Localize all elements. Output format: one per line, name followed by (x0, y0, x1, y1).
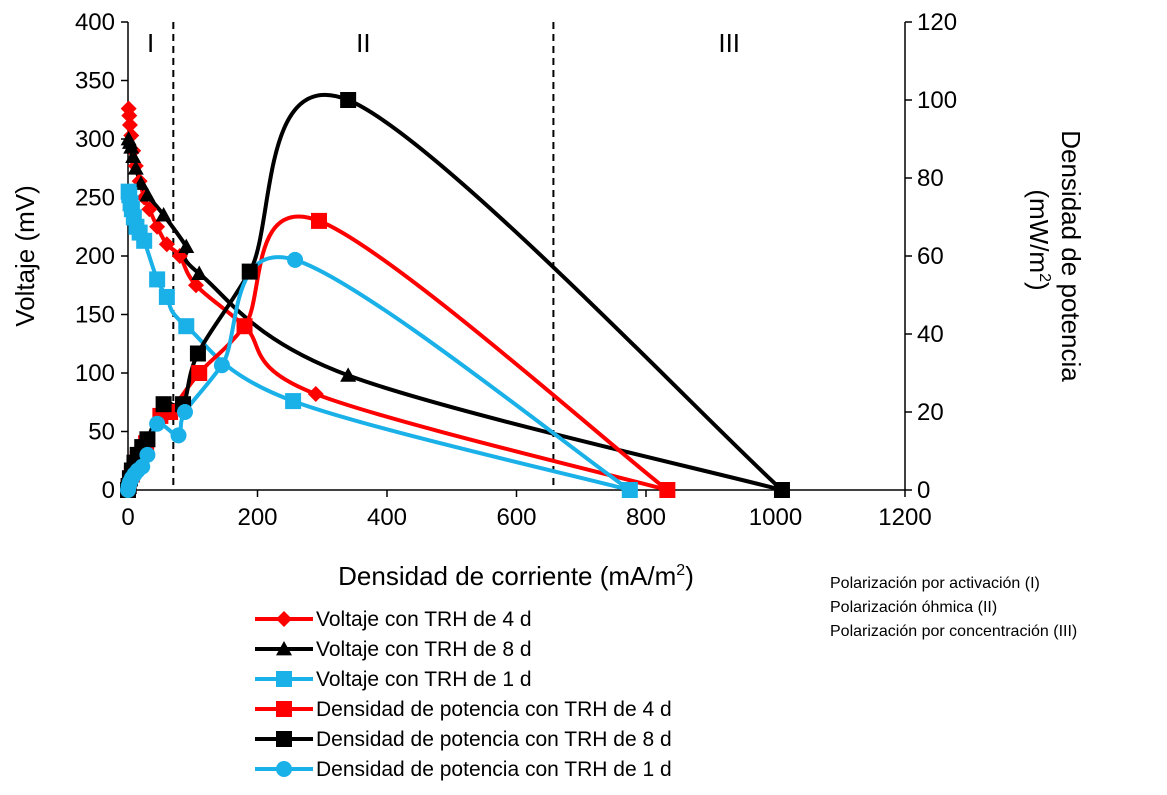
data-point (125, 148, 142, 163)
y-tick-label: 200 (75, 243, 115, 270)
legend-label: Densidad de potencia con TRH de 8 d (316, 728, 672, 751)
y-tick-label: 50 (88, 419, 115, 446)
annotation-concentration: Polarización por concentración (III) (830, 623, 1078, 640)
series-line (126, 92, 784, 492)
x-tick-label: 800 (626, 504, 666, 531)
region-label: I (147, 28, 154, 58)
data-point (176, 404, 193, 420)
legend-label: Densidad de potencia con TRH de 1 d (316, 758, 672, 781)
legend-marker (276, 671, 292, 687)
x-tick-label: 1200 (878, 504, 931, 531)
y2-tick-label: 40 (917, 321, 944, 348)
y2-tick-label: 0 (917, 477, 930, 504)
y2-tick-label: 120 (917, 9, 957, 36)
data-point (121, 107, 138, 124)
data-point (139, 446, 156, 463)
x-tick-label: 400 (367, 504, 407, 531)
y-tick-label: 350 (75, 68, 115, 95)
data-point (311, 212, 328, 229)
data-point (121, 116, 138, 133)
data-point (773, 482, 790, 498)
legend-marker (276, 611, 292, 627)
y-tick-label: 300 (75, 126, 115, 153)
y-tick-label: 0 (102, 477, 115, 504)
legend-label: Densidad de potencia con TRH de 4 d (316, 698, 672, 721)
data-point (155, 207, 172, 222)
legend-label: Voltaje con TRH de 1 d (316, 668, 532, 691)
x-tick-label: 1000 (749, 504, 802, 531)
data-point (178, 238, 195, 254)
data-point (236, 318, 253, 335)
data-point (187, 277, 204, 294)
y-tick-label: 150 (75, 302, 115, 329)
regions: I II III (147, 22, 740, 490)
y2-tick-label: 20 (917, 399, 944, 426)
data-point (191, 365, 208, 381)
ticks: 0 200 400 600 800 1000 12000501001502002503003… (75, 9, 957, 531)
legend-marker (276, 701, 292, 717)
data-point (155, 396, 172, 413)
y2-axis-title-line2: (mW/m2) (1024, 189, 1054, 290)
data-point (127, 160, 144, 175)
data-point (123, 139, 140, 154)
data-point (158, 236, 175, 253)
axes (127, 22, 906, 491)
annotation-activation: Polarización por activación (I) (830, 575, 1040, 592)
data-point (149, 218, 166, 235)
series-markers (120, 92, 790, 498)
data-point (149, 271, 166, 288)
data-point (340, 92, 357, 108)
y-tick-label: 400 (75, 9, 115, 36)
data-point (340, 367, 357, 382)
y-axis-title: Voltaje (mV) (10, 185, 40, 327)
data-point (158, 288, 175, 305)
y2-tick-label: 100 (917, 87, 957, 114)
region-label: III (718, 28, 740, 58)
data-point (307, 386, 324, 403)
annotation-ohmic: Polarización óhmica (II) (830, 599, 998, 616)
legend-marker (276, 761, 292, 777)
data-point (170, 427, 187, 444)
x-tick-label: 600 (496, 504, 536, 531)
data-point (621, 482, 638, 498)
legend-marker (276, 731, 292, 747)
data-point (139, 431, 156, 448)
y2-tick-label: 60 (917, 243, 944, 270)
data-point (132, 175, 149, 190)
x-tick-label: 200 (237, 504, 277, 531)
data-point (213, 357, 230, 374)
y-tick-label: 250 (75, 185, 115, 212)
legend-marker (276, 641, 292, 656)
data-point (659, 482, 676, 498)
legend: Voltaje con TRH de 4 d Voltaje con TRH de… (255, 608, 672, 781)
legend-label: Voltaje con TRH de 8 d (316, 638, 532, 661)
data-point (139, 187, 156, 202)
data-point (136, 232, 153, 249)
y-tick-label: 100 (75, 360, 115, 387)
data-point (189, 345, 206, 362)
data-point (191, 265, 208, 280)
annotations: Polarización por activación (I) Polariza… (830, 572, 1077, 644)
data-point (149, 415, 166, 432)
data-point (241, 263, 258, 280)
region-label: II (356, 28, 370, 58)
x-tick-label: 0 (121, 504, 134, 531)
y2-axis-title-line1: Densidad de potencia (1056, 130, 1086, 382)
data-point (141, 201, 158, 218)
x-axis-title: Densidad de corriente (mA/m2) (338, 561, 694, 591)
data-point (178, 318, 195, 335)
y2-tick-label: 80 (917, 165, 944, 192)
data-point (287, 251, 304, 268)
series-line (126, 214, 669, 492)
data-point (285, 393, 302, 410)
series-lines (126, 92, 784, 492)
legend-label: Voltaje con TRH de 4 d (316, 608, 532, 631)
